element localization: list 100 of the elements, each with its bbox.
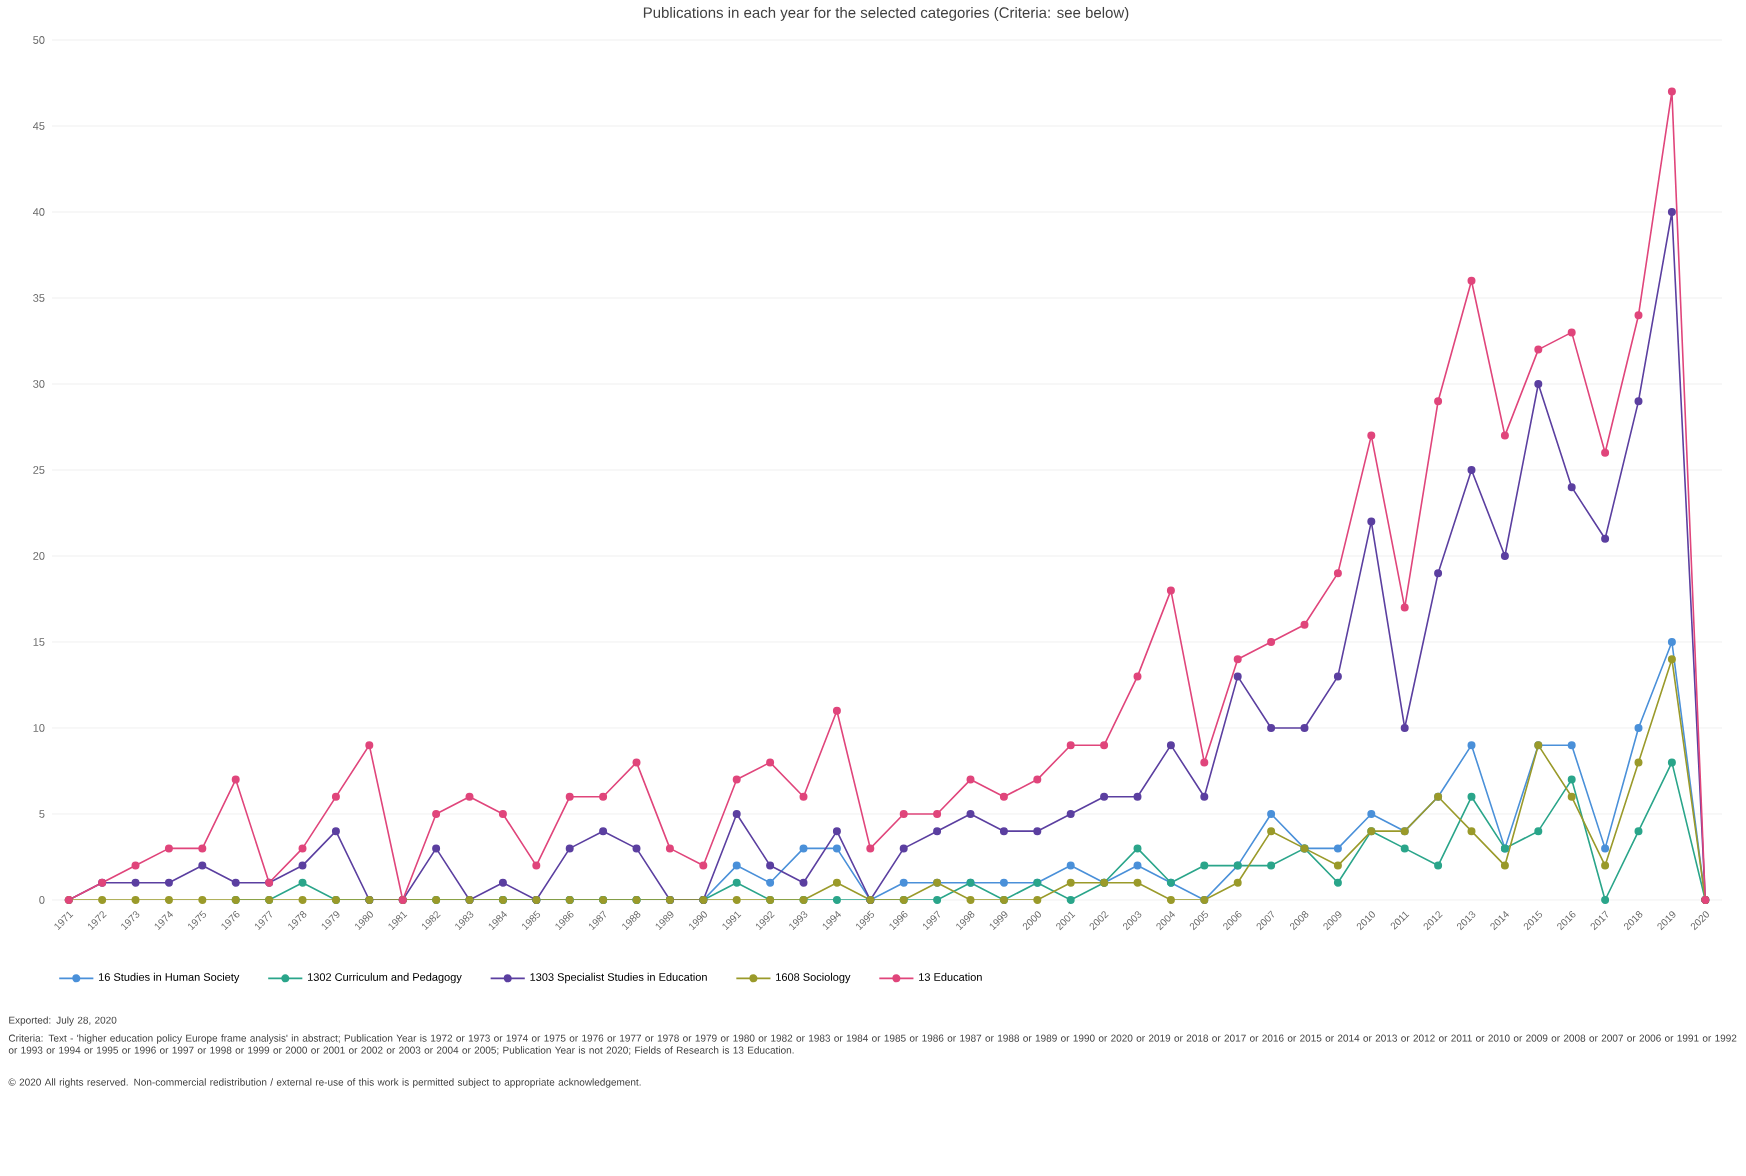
point: [1333, 844, 1342, 853]
point: [1434, 861, 1443, 870]
point: [198, 844, 207, 853]
point: [432, 809, 441, 818]
point: [465, 792, 474, 801]
point: [899, 809, 908, 818]
point: [1333, 672, 1342, 681]
point: [599, 827, 608, 836]
point: [899, 844, 908, 853]
point: [1166, 895, 1175, 904]
point: [632, 758, 641, 767]
point: [331, 827, 340, 836]
point: [1634, 827, 1643, 836]
point: [1267, 637, 1276, 646]
point: [732, 809, 741, 818]
point: [432, 844, 441, 853]
point: [933, 895, 942, 904]
point: [732, 775, 741, 784]
point: [1300, 620, 1309, 629]
point: [966, 895, 975, 904]
point: [164, 878, 173, 887]
point: [1434, 569, 1443, 578]
point: [1467, 827, 1476, 836]
point: [766, 861, 775, 870]
point: [1367, 431, 1376, 440]
point: [1367, 809, 1376, 818]
point: [1033, 827, 1042, 836]
point: [1601, 844, 1610, 853]
point: [532, 861, 541, 870]
point: [599, 792, 608, 801]
point: [231, 878, 240, 887]
point: [1066, 895, 1075, 904]
point: [331, 792, 340, 801]
point: [832, 706, 841, 715]
point: [699, 861, 708, 870]
point: [1567, 483, 1576, 492]
point: [1667, 655, 1676, 664]
point: [1133, 844, 1142, 853]
point: [1133, 792, 1142, 801]
point: [1567, 792, 1576, 801]
point: [164, 895, 173, 904]
point: [1100, 741, 1109, 750]
point: [164, 844, 173, 853]
point: [966, 809, 975, 818]
point: [1233, 672, 1242, 681]
point: [1500, 861, 1509, 870]
point: [1200, 861, 1209, 870]
point: [565, 792, 574, 801]
point: [1634, 397, 1643, 406]
point: [1534, 345, 1543, 354]
point: [1400, 603, 1409, 612]
point: [1333, 861, 1342, 870]
point: [1267, 809, 1276, 818]
point: [1233, 878, 1242, 887]
point: [1567, 775, 1576, 784]
point: [999, 792, 1008, 801]
point: [1066, 809, 1075, 818]
point: [1667, 637, 1676, 646]
point: [1567, 328, 1576, 337]
point: [298, 895, 307, 904]
point: [198, 895, 207, 904]
point: [1534, 827, 1543, 836]
point: [933, 827, 942, 836]
point: [1601, 861, 1610, 870]
point: [1667, 207, 1676, 216]
point: [966, 775, 975, 784]
point: [999, 878, 1008, 887]
point: [1033, 895, 1042, 904]
point: [1200, 792, 1209, 801]
point: [1500, 431, 1509, 440]
point: [999, 827, 1008, 836]
point: [1601, 534, 1610, 543]
point: [1166, 741, 1175, 750]
point: [1634, 758, 1643, 767]
point: [498, 878, 507, 887]
point: [832, 878, 841, 887]
point: [1367, 517, 1376, 526]
point: [98, 895, 107, 904]
point: [1634, 311, 1643, 320]
point: [1300, 723, 1309, 732]
point: [1467, 741, 1476, 750]
point: [1400, 844, 1409, 853]
point: [1467, 465, 1476, 474]
point: [365, 741, 374, 750]
point: [1667, 87, 1676, 96]
point: [1066, 878, 1075, 887]
point: [799, 792, 808, 801]
point: [231, 775, 240, 784]
point: [832, 895, 841, 904]
point: [1267, 827, 1276, 836]
point: [766, 758, 775, 767]
point: [131, 895, 140, 904]
point: [131, 878, 140, 887]
point: [632, 844, 641, 853]
point: [732, 878, 741, 887]
point: [1100, 792, 1109, 801]
point: [732, 895, 741, 904]
point: [1400, 723, 1409, 732]
point: [565, 844, 574, 853]
point: [1534, 379, 1543, 388]
